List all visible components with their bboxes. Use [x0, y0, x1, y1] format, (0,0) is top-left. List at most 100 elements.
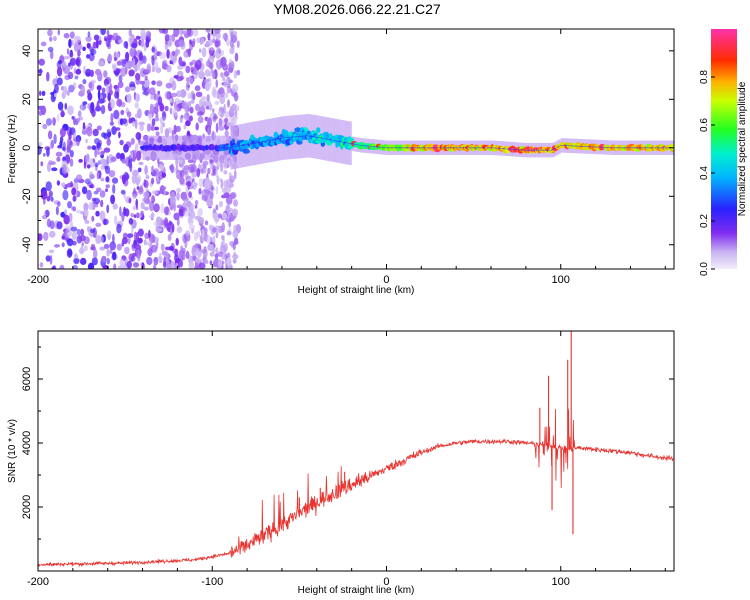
band-center-trace [142, 135, 673, 151]
noise-speckle [166, 64, 172, 73]
noise-speckle [112, 64, 117, 71]
noise-speckle [96, 187, 102, 193]
noise-speckle [133, 231, 137, 242]
noise-speckle [183, 200, 188, 205]
noise-speckle [204, 220, 209, 226]
noise-speckle [209, 190, 214, 201]
noise-speckle [182, 30, 189, 35]
noise-speckle [78, 159, 83, 163]
noise-speckle [144, 165, 148, 175]
noise-speckle [156, 80, 163, 87]
noise-speckle [185, 250, 190, 260]
noise-speckle [38, 58, 45, 66]
colorbar-gradient [711, 29, 737, 269]
noise-speckle [116, 98, 123, 107]
noise-speckle [164, 105, 169, 112]
noise-speckle [100, 199, 104, 208]
noise-speckle [167, 127, 173, 134]
noise-speckle [198, 216, 205, 225]
noise-speckle [233, 199, 238, 207]
noise-speckle [209, 159, 214, 163]
noise-speckle [103, 218, 107, 226]
noise-speckle [153, 256, 159, 266]
noise-speckle [86, 54, 90, 59]
noise-speckle [40, 41, 47, 47]
noise-speckle [195, 257, 201, 264]
noise-speckle [113, 263, 117, 269]
noise-speckle [183, 112, 190, 121]
noise-speckle [227, 99, 230, 108]
noise-speckle [144, 199, 151, 205]
noise-speckle [158, 252, 162, 261]
noise-speckle [100, 236, 104, 244]
noise-speckle [233, 115, 239, 120]
noise-speckle [188, 163, 195, 174]
noise-speckle [58, 60, 62, 65]
noise-speckle [232, 258, 237, 264]
noise-speckle [134, 92, 140, 103]
noise-speckle [218, 117, 223, 128]
noise-speckle [69, 31, 75, 39]
noise-speckle [171, 223, 175, 233]
noise-speckle [185, 230, 191, 236]
noise-speckle [87, 92, 93, 101]
noise-speckle [110, 98, 115, 109]
noise-speckle [166, 222, 170, 231]
noise-speckle [106, 138, 111, 146]
noise-speckle [80, 103, 83, 110]
noise-speckle [84, 209, 89, 217]
noise-speckle [113, 109, 120, 120]
noise-speckle [43, 198, 46, 205]
noise-speckle [48, 249, 55, 254]
noise-speckle [128, 69, 135, 77]
noise-speckle [53, 133, 57, 145]
noise-speckle [101, 132, 107, 138]
noise-speckle [54, 93, 57, 98]
noise-speckle [90, 101, 95, 112]
noise-speckle [95, 210, 100, 217]
noise-speckle [82, 101, 88, 105]
noise-speckle [187, 92, 191, 100]
noise-speckle [173, 75, 179, 79]
noise-speckle [220, 56, 227, 67]
noise-speckle [53, 36, 57, 42]
noise-speckle [136, 212, 140, 219]
snr-xtick-label: -100 [201, 576, 223, 588]
noise-speckle [172, 248, 179, 254]
noise-speckle [92, 158, 96, 163]
noise-speckle [197, 208, 203, 217]
noise-speckle [145, 39, 150, 48]
noise-speckle [127, 236, 131, 245]
colorbar-tick-label: 0.8 [699, 70, 710, 84]
noise-speckle [153, 106, 159, 114]
noise-speckle [120, 189, 126, 195]
noise-speckle [150, 244, 158, 253]
noise-speckle [221, 235, 225, 241]
noise-speckle [223, 78, 228, 88]
noise-speckle [205, 105, 210, 110]
noise-speckle [86, 126, 93, 137]
noise-speckle [178, 56, 183, 66]
noise-speckle [226, 257, 232, 267]
noise-speckle [46, 71, 50, 82]
noise-speckle [91, 257, 98, 266]
noise-speckle [123, 41, 128, 49]
noise-speckle [200, 168, 205, 175]
noise-speckle [131, 243, 137, 249]
noise-speckle [216, 175, 220, 185]
noise-speckle [95, 222, 102, 227]
noise-speckle [93, 190, 99, 195]
noise-speckle [59, 264, 65, 269]
colorbar-tick-label: 0.2 [699, 214, 710, 228]
noise-speckle [46, 118, 52, 126]
noise-speckle [171, 80, 177, 91]
noise-speckle [82, 79, 87, 85]
noise-speckle [152, 168, 160, 177]
noise-speckle [168, 210, 172, 216]
noise-speckle [93, 34, 100, 41]
noise-speckle [95, 39, 99, 49]
noise-speckle [40, 105, 47, 116]
noise-speckle [38, 145, 42, 155]
noise-speckle [64, 102, 68, 110]
spectrogram-ytick-label: 0 [21, 145, 33, 151]
